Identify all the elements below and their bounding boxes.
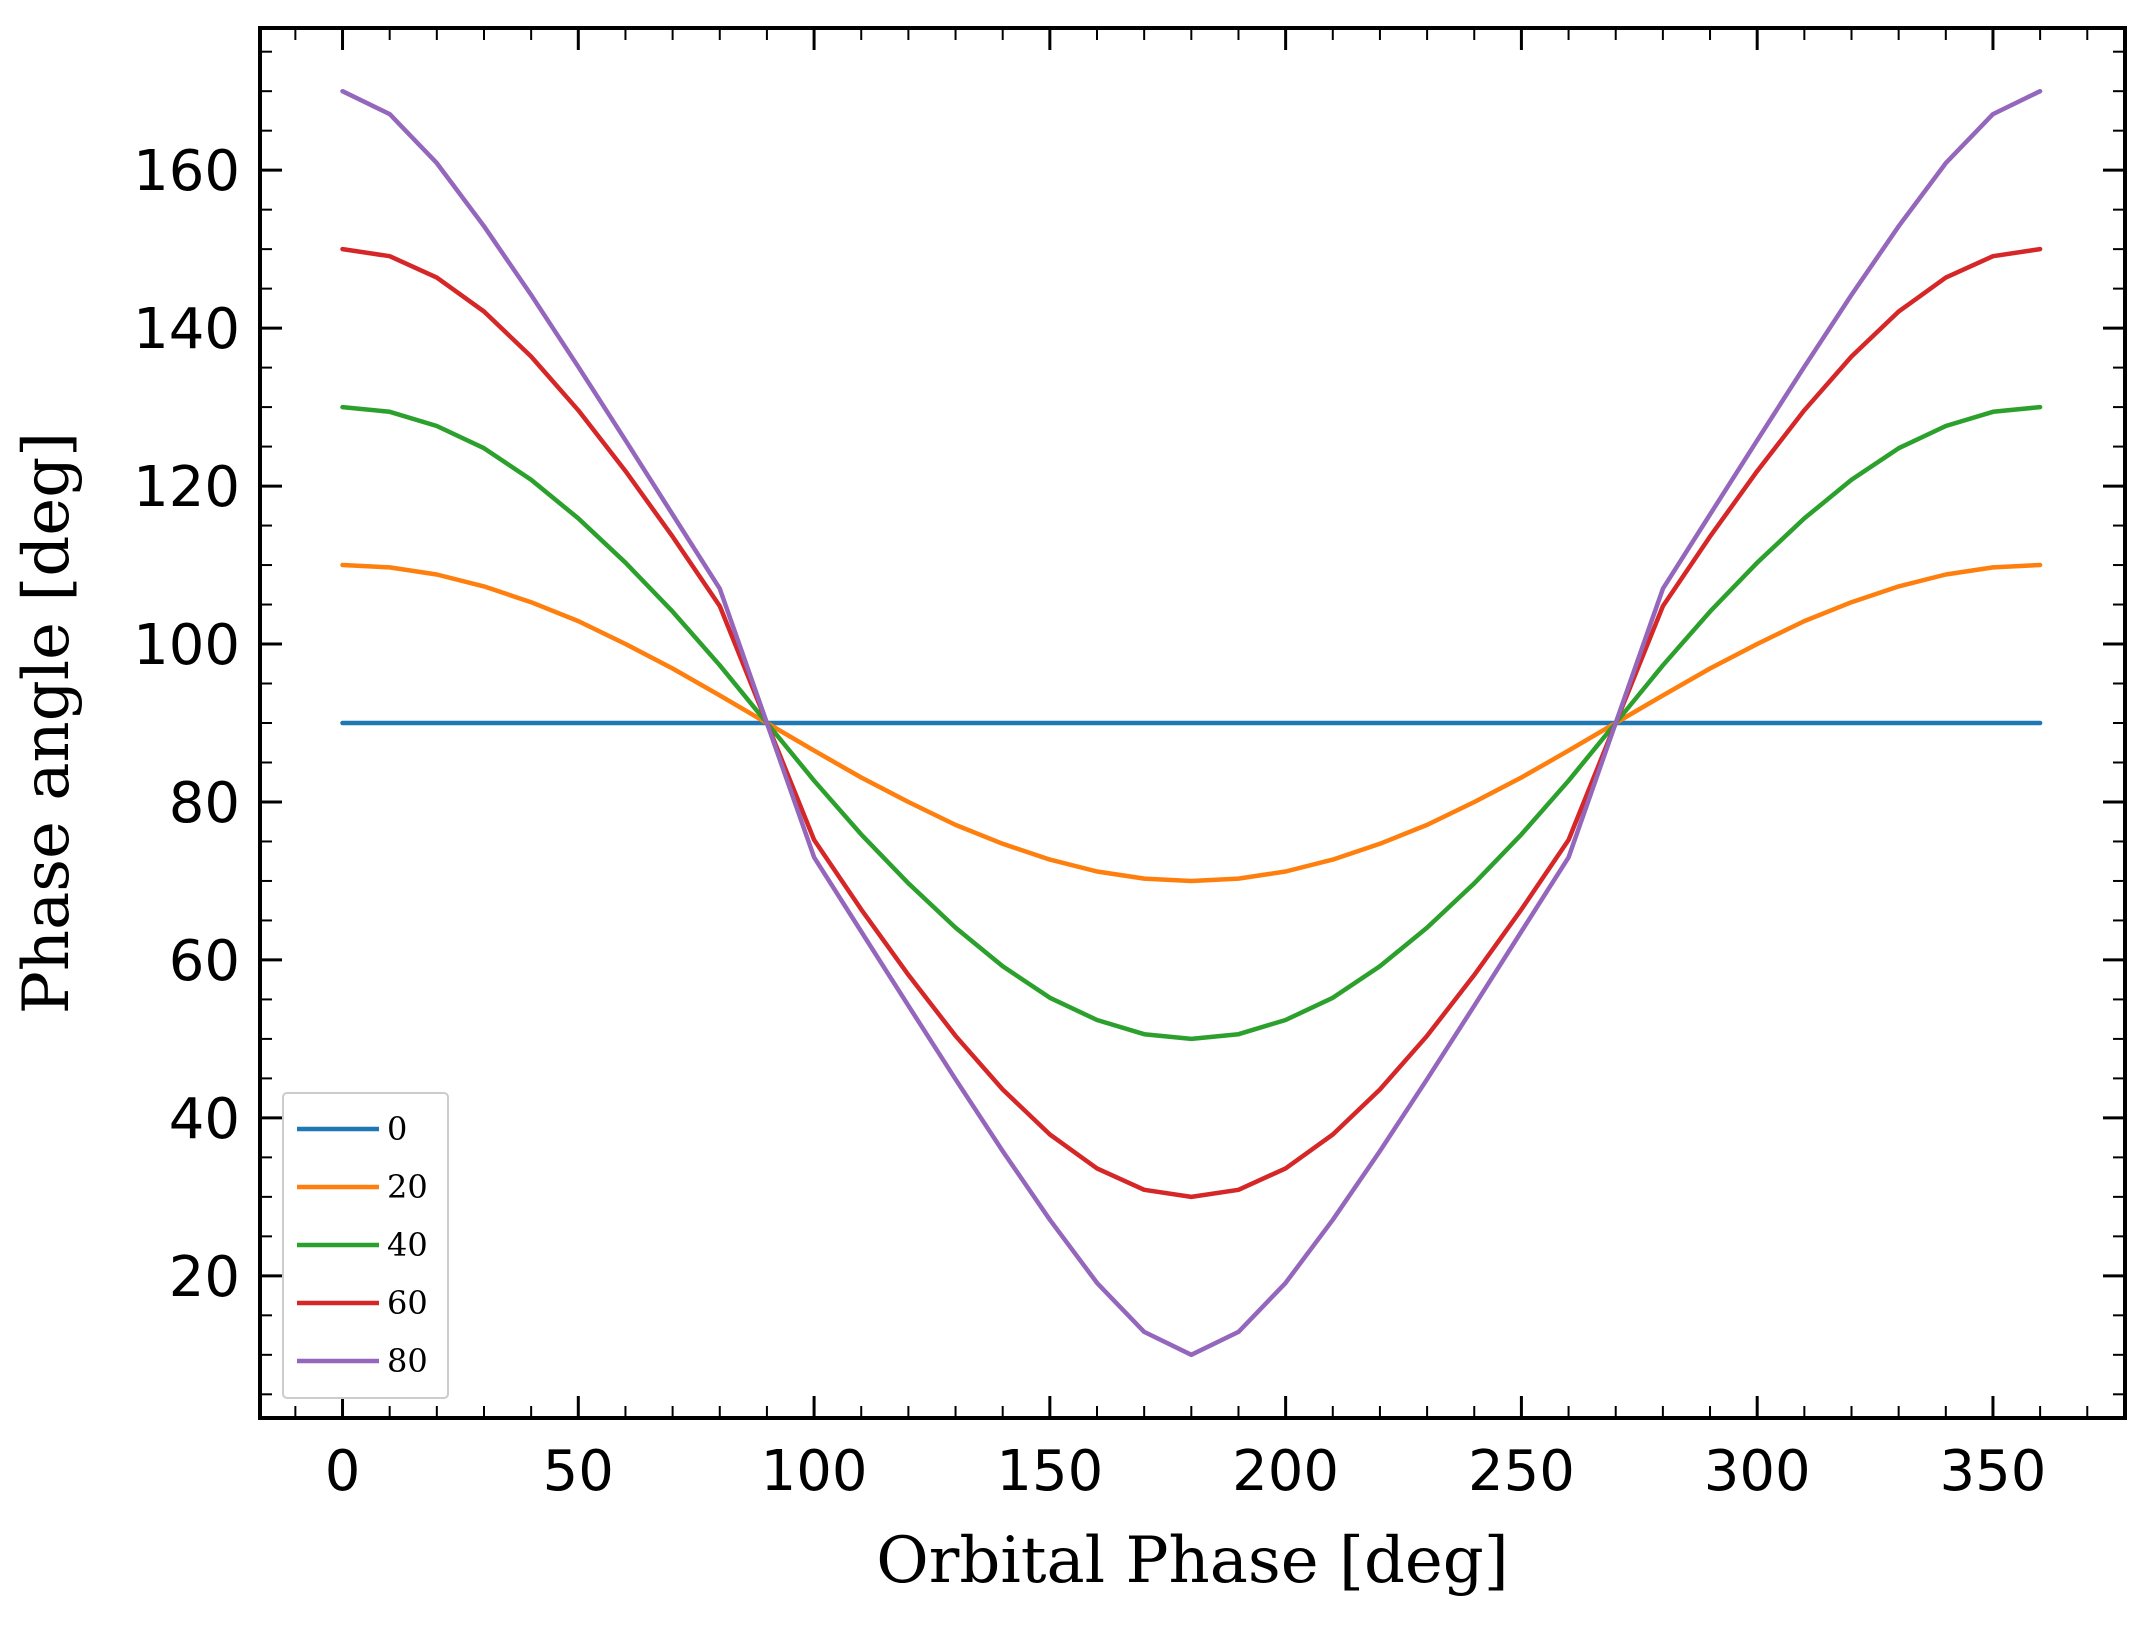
x-tick-label: 200	[1232, 1439, 1339, 1504]
legend-label: 60	[387, 1284, 428, 1322]
x-tick-label: 250	[1468, 1439, 1575, 1504]
legend: 0 20 40 60 80	[282, 1092, 449, 1399]
legend-label: 40	[387, 1226, 428, 1264]
legend-label: 80	[387, 1342, 428, 1380]
x-axis-label: Orbital Phase [deg]	[876, 1524, 1508, 1598]
x-tick-label: 100	[761, 1439, 868, 1504]
x-tick-label: 350	[1940, 1439, 2047, 1504]
tick-labels: 0 50 100 150 200 250 300 3502040608010012014016…	[133, 139, 2046, 1504]
series-line-40	[340, 404, 2043, 1042]
legend-label: 0	[387, 1110, 407, 1148]
y-tick-label: 60	[169, 929, 240, 994]
series-line-60	[340, 246, 2043, 1200]
x-tick-label: 300	[1704, 1439, 1811, 1504]
x-tick-label: 0	[325, 1439, 361, 1504]
y-tick-label: 140	[133, 297, 240, 362]
x-tick-label: 50	[543, 1439, 614, 1504]
y-tick-label: 100	[133, 613, 240, 678]
y-axis-label: Phase angle [deg]	[10, 432, 84, 1014]
series-line-20	[340, 562, 2043, 884]
y-tick-label: 80	[169, 771, 240, 836]
series-line-80	[340, 88, 2043, 1358]
legend-label: 20	[387, 1168, 428, 1206]
y-tick-label: 160	[133, 139, 240, 204]
series-layer	[340, 88, 2043, 1358]
y-tick-label: 40	[169, 1087, 240, 1152]
y-tick-label: 20	[169, 1245, 240, 1310]
x-tick-label: 150	[996, 1439, 1103, 1504]
y-tick-label: 120	[133, 455, 240, 520]
axes-frame	[258, 26, 2127, 1420]
